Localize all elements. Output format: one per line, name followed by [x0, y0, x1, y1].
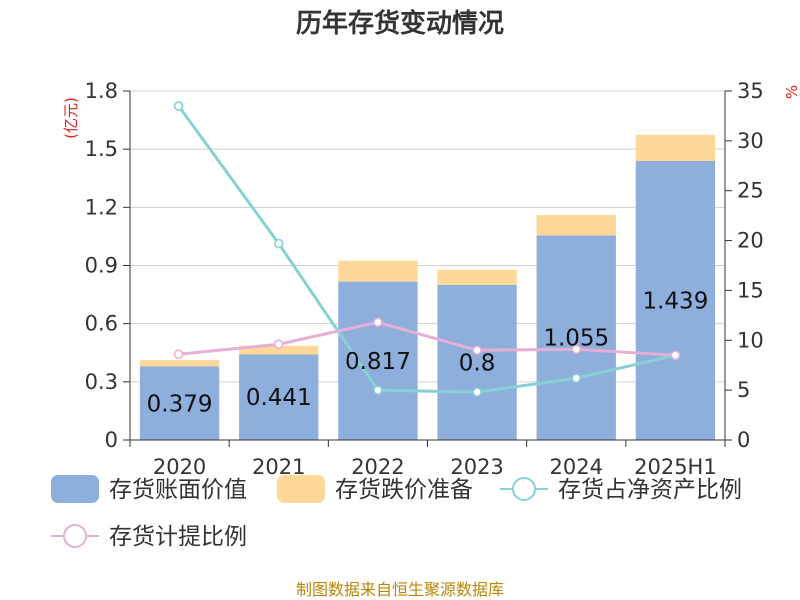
left-axis-tick-label: 0.3: [85, 370, 118, 394]
left-axis-tick-label: 1.5: [85, 137, 118, 161]
provision-ratio-point: [273, 339, 284, 350]
left-axis-tick-label: 1.8: [85, 79, 118, 103]
x-axis-tick-label: 2025H1: [634, 455, 717, 479]
legend-label: 存货计提比例: [109, 524, 247, 550]
bar-reserve: [536, 215, 616, 236]
data-labels: 0.379 0.441 0.817 0.8 1.055 1.439: [147, 288, 709, 417]
bar-value-label: 1.055: [543, 326, 609, 352]
net-asset-ratio-point: [373, 385, 383, 395]
right-axis-tick-label: 10: [737, 328, 764, 352]
right-axis-tick-label: 25: [737, 179, 764, 203]
provision-ratio-point: [472, 345, 482, 356]
provision-ratio-point: [373, 317, 383, 328]
bar-book-value: [536, 235, 616, 440]
bar-reserve: [437, 269, 517, 285]
legend-marker: [63, 524, 87, 548]
legend-swatch: [51, 475, 99, 503]
x-axis-tick-label: 2020: [153, 455, 206, 479]
right-axis-tick-label: 0: [737, 428, 750, 452]
bar-value-label: 0.379: [147, 391, 213, 417]
left-axis-unit: (亿元): [62, 97, 80, 139]
net-asset-ratio-point: [273, 238, 284, 249]
right-axis-tick-label: 5: [737, 378, 750, 402]
provision-ratio-line: [178, 320, 676, 357]
bar-value-label: 0.817: [345, 349, 411, 375]
bar-value-label: 0.8: [459, 350, 496, 376]
provision-ratio-point: [670, 350, 681, 361]
x-axis-tick-label: 2023: [450, 455, 503, 479]
bar-reserve: [139, 360, 220, 367]
left-axis-tick-label: 0: [105, 428, 118, 452]
x-axis-tick-label: 2022: [351, 455, 404, 479]
legend-swatch: [277, 475, 325, 503]
right-axis-unit: %: [783, 85, 800, 99]
bar-book-value: [338, 281, 418, 440]
x-axis-tick-label: 2024: [550, 455, 603, 479]
right-axis-tick-label: 15: [737, 278, 764, 302]
provision-ratio-point: [571, 344, 582, 355]
net-asset-ratio-line: [177, 105, 676, 394]
bar-book-value: [437, 284, 517, 440]
legend-marker: [512, 477, 536, 501]
net-asset-ratio-point: [173, 101, 184, 111]
right-axis-tick-label: 20: [737, 229, 764, 253]
bar-reserve: [239, 345, 319, 355]
bar-book-value: [635, 160, 716, 440]
bar-reserve: [338, 260, 418, 282]
bar-book-value: [139, 366, 220, 440]
legend-label: 存货占净资产比例: [558, 477, 742, 503]
provision-ratio-point: [173, 349, 184, 360]
bar-book-value: [239, 354, 319, 440]
lines: [173, 101, 681, 397]
left-axis-tick-label: 0.6: [85, 312, 118, 336]
net-asset-ratio-point: [571, 373, 582, 383]
chart-title: 历年存货变动情况: [296, 8, 504, 39]
left-axis-tick-label: 1.2: [85, 195, 118, 219]
gridlines: [130, 90, 725, 383]
bar-value-label: 1.439: [642, 288, 708, 314]
legend-label: 存货账面价值: [109, 477, 247, 503]
left-axis-tick-label: 0.9: [85, 254, 118, 278]
legend-label: 存货跌价准备: [335, 477, 473, 503]
net-asset-ratio-point: [472, 387, 482, 397]
axes: 0 0.3 0.6 0.9 1.2 1.5 1.8 0 5 10 15 20 25 30 35 2020 202…: [85, 79, 764, 479]
bar-reserve: [635, 134, 716, 161]
bars: [139, 134, 716, 440]
right-axis-tick-label: 35: [737, 79, 764, 103]
right-axis-tick-label: 30: [737, 129, 764, 153]
bar-value-label: 0.441: [246, 385, 312, 411]
source-note: 制图数据来自恒生聚源数据库: [296, 580, 504, 599]
